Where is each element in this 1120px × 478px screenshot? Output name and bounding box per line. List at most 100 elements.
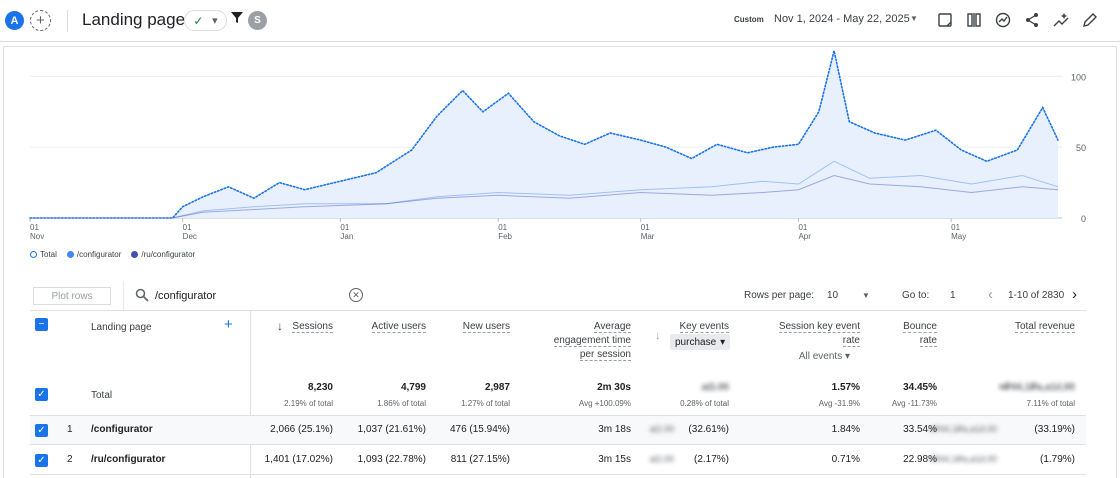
- row-value: 3m 18s: [598, 424, 631, 435]
- sort-desc-icon[interactable]: ↓: [277, 319, 283, 333]
- column-header[interactable]: Key events: [679, 321, 729, 333]
- legend-dot-icon: [66, 251, 74, 258]
- go-to-input[interactable]: 1: [950, 290, 956, 301]
- share-icon[interactable]: [1024, 12, 1040, 28]
- chevron-down-icon: ▾: [212, 15, 218, 27]
- x-tick-label: 01: [183, 223, 192, 232]
- plot-rows-button[interactable]: Plot rows: [33, 287, 111, 305]
- column-header[interactable]: per session: [579, 349, 631, 361]
- row-value: 22.98%: [903, 454, 937, 465]
- search-input[interactable]: [155, 288, 365, 304]
- compare-icon[interactable]: [966, 12, 982, 28]
- divider: [67, 10, 68, 32]
- row-value: 1.84%: [831, 424, 860, 435]
- column-header[interactable]: rate: [842, 335, 860, 347]
- legend-label: /configurator: [76, 250, 122, 259]
- row-value: 811 (27.15%): [450, 454, 510, 465]
- x-tick-label: 01: [641, 223, 650, 232]
- x-tick-label: Jan: [340, 232, 353, 241]
- custom-label: Custom: [734, 15, 764, 24]
- legend-label: /ru/configurator: [141, 250, 196, 259]
- x-tick-label: Mar: [641, 232, 655, 241]
- rows-per-page-select[interactable]: 10: [827, 290, 839, 301]
- total-value: 34.45%: [903, 382, 937, 393]
- x-tick-label: Nov: [30, 232, 44, 241]
- series-area-total: [30, 50, 1058, 218]
- insights-icon[interactable]: [937, 12, 953, 28]
- key-event-select[interactable]: purchase ▾: [670, 334, 731, 350]
- x-tick-label: 01: [498, 223, 507, 232]
- trend-icon[interactable]: [995, 12, 1011, 28]
- row-label[interactable]: /configurator: [91, 424, 153, 435]
- row-index: 1: [67, 424, 73, 435]
- divider: [30, 474, 1086, 475]
- next-page-icon[interactable]: ›: [1072, 286, 1077, 303]
- chevron-down-icon[interactable]: ▼: [910, 14, 918, 23]
- total-subvalue: 1.27% of total: [461, 399, 510, 408]
- filter-icon[interactable]: [231, 12, 243, 27]
- total-value: 2,987: [484, 382, 510, 393]
- add-dimension-icon[interactable]: +: [224, 316, 233, 333]
- row-blurred-value: aΩ.00: [649, 424, 674, 434]
- series-line-total: [29, 50, 1059, 219]
- total-value: 8,230: [307, 382, 333, 393]
- series-line-ru-configurator: [30, 174, 1059, 219]
- series-line-configurator: [30, 160, 1059, 219]
- row-value: 476 (15.94%): [449, 424, 510, 435]
- date-range[interactable]: Nov 1, 2024 - May 22, 2025: [774, 13, 910, 25]
- dimension-header[interactable]: Landing page: [91, 322, 152, 333]
- select-all-checkbox[interactable]: −: [35, 318, 48, 331]
- x-tick-label: 01: [340, 223, 349, 232]
- column-header[interactable]: Average: [593, 321, 631, 333]
- row-label[interactable]: /ru/configurator: [91, 454, 166, 465]
- column-header[interactable]: Active users: [371, 321, 426, 333]
- report-card: [3, 46, 1117, 478]
- column-header[interactable]: Sessions: [292, 321, 333, 333]
- column-header[interactable]: rate: [919, 335, 937, 347]
- clear-search-icon[interactable]: ✕: [349, 288, 363, 302]
- status-chip[interactable]: ✓ ▾: [184, 10, 227, 31]
- all-events-select[interactable]: All events ▾: [798, 351, 850, 362]
- sort-icon[interactable]: ↓: [655, 330, 661, 342]
- row-value: 1,093 (22.78%): [357, 454, 426, 465]
- line-chart: 10050001Nov01Dec01Jan01Feb01Mar01Apr01Ma…: [29, 50, 1086, 241]
- total-subvalue: 2.19% of total: [284, 399, 333, 408]
- column-header[interactable]: Bounce: [903, 321, 937, 333]
- row-value: 33.54%: [903, 424, 937, 435]
- row-value: 1,037 (21.61%): [357, 424, 426, 435]
- row-blurred-value: ¤₽44,1₽a,a1∂,00: [928, 454, 997, 464]
- y-tick-label: 50: [1076, 143, 1086, 153]
- property-avatar[interactable]: A: [5, 11, 24, 30]
- plus-icon[interactable]: +: [30, 10, 51, 31]
- divider: [30, 310, 1086, 311]
- x-tick-label: Apr: [798, 232, 811, 241]
- total-value: 4,799: [400, 382, 426, 393]
- column-header[interactable]: Session key event: [778, 321, 860, 333]
- total-checkbox[interactable]: ✓: [35, 388, 48, 401]
- segment-avatar[interactable]: S: [248, 11, 267, 30]
- total-subvalue: Avg -31.9%: [818, 399, 860, 408]
- chevron-down-icon[interactable]: ▼: [862, 291, 870, 300]
- legend-item[interactable]: /configurator: [66, 250, 122, 259]
- legend-item[interactable]: Total: [30, 250, 57, 259]
- divider: [123, 281, 124, 311]
- legend-item[interactable]: /ru/configurator: [131, 250, 195, 259]
- column-header[interactable]: engagement time: [553, 335, 631, 347]
- row-checkbox[interactable]: ✓: [35, 424, 48, 437]
- rows-per-page-label: Rows per page:: [744, 290, 815, 301]
- x-tick-label: Dec: [183, 232, 197, 241]
- total-subvalue: Avg -11.73%: [891, 399, 937, 408]
- total-value: ¤₽44,1₽a,a1∂,00: [998, 382, 1075, 393]
- column-header[interactable]: New users: [462, 321, 510, 333]
- total-value: aΩ.00: [701, 382, 729, 393]
- previous-page-icon[interactable]: ‹: [988, 286, 993, 303]
- column-header[interactable]: Total revenue: [1014, 321, 1075, 333]
- edit-icon[interactable]: [1082, 12, 1098, 28]
- sparkle-icon[interactable]: [1053, 12, 1069, 28]
- x-tick-label: 01: [798, 223, 807, 232]
- row-checkbox[interactable]: ✓: [35, 454, 48, 467]
- key-event-label: purchase: [675, 336, 717, 348]
- x-tick-label: 01: [30, 223, 39, 232]
- top-bar: A + Landing page ✓ ▾ S Custom Nov 1, 202…: [0, 0, 1120, 42]
- total-value: 1.57%: [831, 382, 860, 393]
